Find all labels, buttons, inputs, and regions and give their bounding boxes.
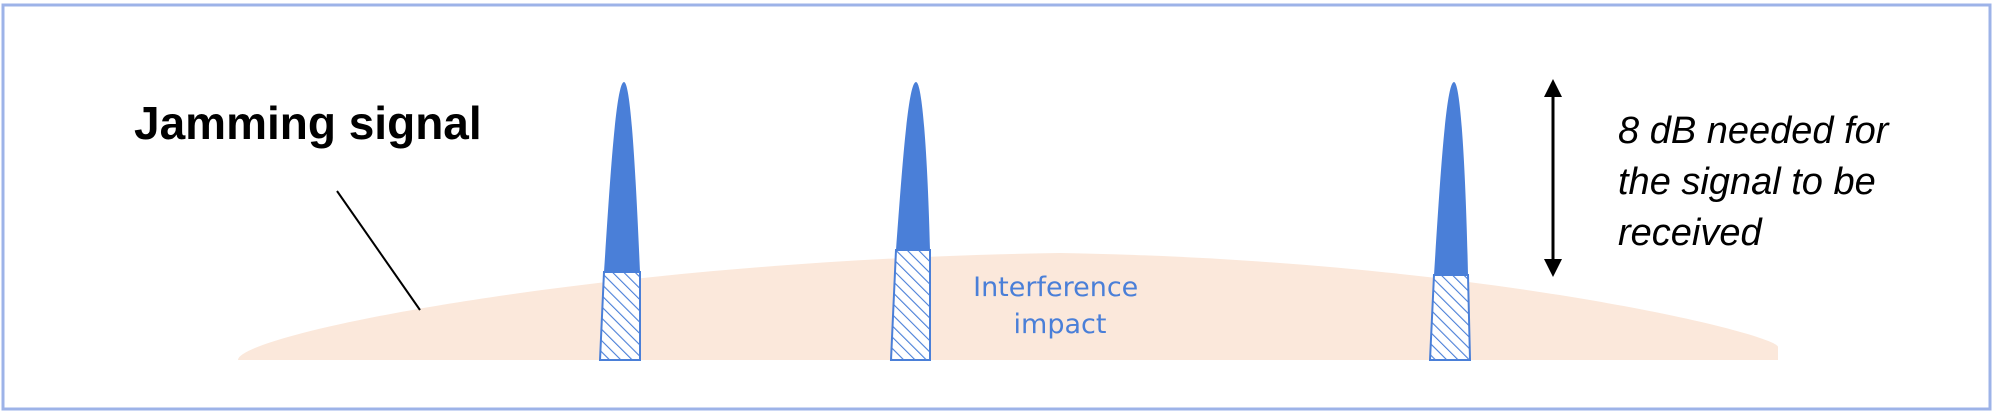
signal-peak-1 [598,82,641,361]
jamming-pointer-line [336,190,421,311]
interference-impact-label: Interference impact [973,272,1147,340]
interference-label-line-2: impact [1014,309,1107,340]
signal-peak-solid [896,82,930,250]
requirement-note: 8 dB needed for the signal to be receive… [1618,110,1899,254]
signal-peak-3 [1428,82,1472,361]
requirement-note-line-1: 8 dB needed for [1618,110,1890,152]
signal-peak-interference-hatch [1428,274,1472,361]
signal-peak-interference-hatch [889,249,931,361]
jamming-signal-label: Jamming signal [134,97,482,149]
requirement-note-line-3: received [1618,212,1763,254]
signal-peak-solid [1434,82,1468,275]
signal-peak-solid [604,82,640,272]
signal-peak-2 [889,82,931,361]
signal-peak-interference-hatch [598,271,641,361]
interference-label-line-1: Interference [973,272,1138,303]
requirement-note-line-2: the signal to be [1618,161,1876,203]
